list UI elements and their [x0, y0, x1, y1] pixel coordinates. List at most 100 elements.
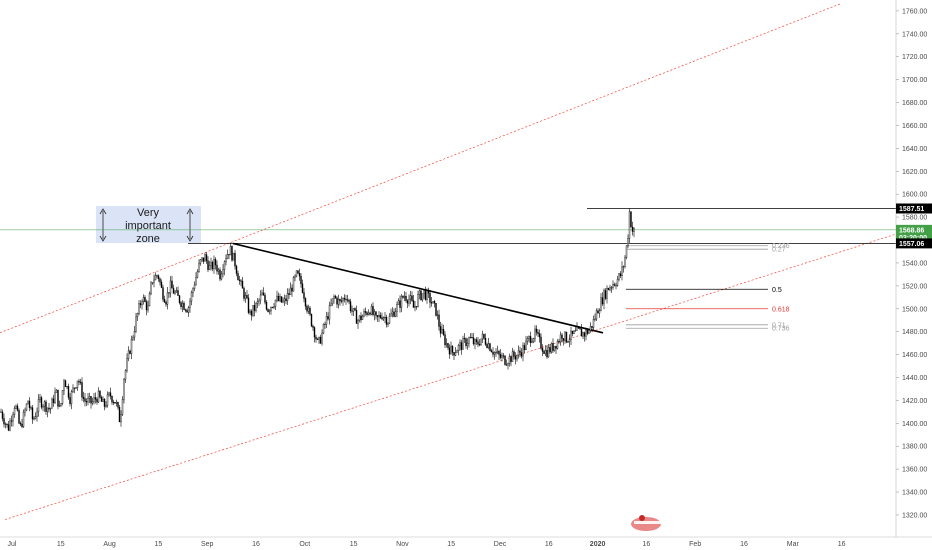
candle-body — [201, 257, 203, 260]
candle-body — [102, 398, 104, 402]
candle-body — [85, 400, 88, 403]
candle-body — [345, 299, 347, 301]
candle-body — [16, 405, 19, 411]
candle-body — [52, 398, 55, 404]
candle-body — [357, 320, 359, 324]
candle-body — [396, 304, 398, 313]
candle-body — [373, 311, 376, 315]
candle-body — [462, 338, 464, 350]
candle-body — [301, 283, 304, 293]
candle-body — [12, 414, 14, 422]
candle-body — [375, 311, 377, 316]
candle-body — [399, 300, 401, 308]
candle-body — [580, 329, 583, 337]
candle-body — [526, 338, 529, 342]
candle-body — [529, 336, 532, 343]
candle-body — [118, 407, 121, 423]
candle-body — [292, 277, 295, 292]
candle-body — [42, 406, 44, 408]
candle-body — [424, 290, 427, 300]
candle-body — [45, 401, 47, 412]
candle-body — [165, 302, 167, 305]
candle-body — [162, 287, 164, 300]
candle-body — [604, 290, 607, 299]
candle-body — [175, 290, 178, 293]
candle-body — [178, 295, 181, 303]
candle-body — [595, 310, 598, 320]
candle-body — [397, 300, 400, 305]
candle-body — [27, 400, 29, 405]
candle-body — [199, 259, 202, 264]
candle-body — [258, 299, 260, 302]
candle-body — [154, 275, 157, 281]
candle-body — [622, 266, 625, 268]
candle-body — [402, 296, 404, 298]
candle-body — [351, 310, 353, 312]
candle-body — [220, 273, 223, 280]
important-zone-annotation[interactable]: Very important zone — [96, 206, 201, 245]
candle-body — [145, 301, 148, 311]
candle-body — [315, 336, 317, 340]
candle-body — [294, 275, 296, 278]
candle-body — [537, 332, 539, 334]
candle-body — [277, 295, 280, 301]
price-tick-label: 1440.00 — [902, 375, 927, 382]
candle-body — [475, 339, 478, 342]
candle-body — [556, 341, 559, 349]
candle-body — [624, 257, 626, 267]
candle-body — [139, 303, 142, 306]
fib-level-label: 0.71 — [772, 322, 786, 329]
candle-body — [508, 356, 511, 364]
candle-body — [319, 336, 322, 344]
candle-body — [436, 314, 439, 316]
price-tick-label: 1540.00 — [902, 260, 927, 267]
candle-body — [583, 332, 586, 337]
candle-body — [630, 211, 632, 228]
candle-body — [528, 336, 530, 339]
candle-body — [271, 306, 274, 308]
candle-body — [499, 354, 502, 358]
candle-body — [61, 390, 64, 404]
candle-body — [318, 336, 320, 340]
price-tick-label: 1400.00 — [902, 421, 927, 428]
candle-body — [429, 292, 431, 303]
candle-body — [24, 409, 26, 413]
candle-body — [268, 310, 271, 312]
candle-body — [195, 276, 197, 286]
price-tick-label: 1360.00 — [902, 467, 927, 474]
candle-body — [36, 411, 38, 417]
candle-body — [117, 402, 119, 408]
fib-level-label: 0.5 — [772, 287, 782, 294]
candle-body — [435, 302, 437, 316]
candle-body — [615, 285, 617, 287]
candle-body — [337, 299, 340, 305]
candle-body — [564, 331, 566, 341]
candle-body — [430, 302, 433, 304]
price-tag-background — [896, 203, 932, 214]
candle-body — [606, 287, 608, 299]
candle-body — [514, 356, 517, 360]
candle-body — [40, 397, 43, 408]
candle-body — [477, 341, 479, 345]
candle-body — [132, 336, 134, 340]
price-tick-label: 1720.00 — [902, 54, 927, 61]
price-axis[interactable]: 1320.00 1340.00 1360.00 1380.00 1400.00 1420.… — [895, 0, 932, 550]
candle-body — [39, 397, 41, 400]
time-axis[interactable]: Jul 15 Aug 15 Sep 16 Oct 15 Nov 15 Dec 16 2020 16 Feb 1… — [0, 536, 932, 548]
candle-body — [520, 352, 523, 357]
candle-body — [324, 323, 326, 325]
candle-body — [202, 257, 205, 262]
candle-body — [418, 290, 421, 295]
candle-body — [330, 303, 332, 306]
candle-body — [603, 290, 605, 305]
candle-body — [168, 292, 170, 294]
time-axis-ticks: Jul 15 Aug 15 Sep 16 Oct 15 Nov 15 Dec 16 2020 16 Feb 1… — [8, 541, 846, 548]
candle-body — [63, 380, 65, 391]
candle-body — [346, 299, 349, 301]
candle-body — [460, 342, 463, 350]
candle-body — [544, 350, 547, 354]
candle-body — [231, 246, 233, 261]
time-tick-label: 15 — [447, 541, 455, 548]
